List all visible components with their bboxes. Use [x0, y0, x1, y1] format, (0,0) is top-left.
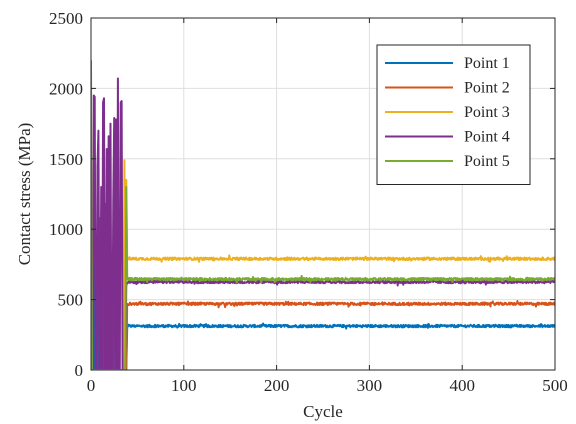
legend-label-point-1: Point 1 — [464, 55, 510, 72]
x-tick-label: 500 — [542, 376, 568, 395]
y-tick-label: 0 — [75, 361, 84, 380]
series-line-point-4 — [91, 77, 555, 370]
axes-box — [90, 17, 556, 371]
x-tick-label: 0 — [87, 376, 96, 395]
y-tick-label: 2000 — [49, 79, 83, 98]
y-tick-label: 500 — [58, 291, 84, 310]
x-tick-label: 200 — [264, 376, 290, 395]
x-tick-label: 100 — [171, 376, 197, 395]
legend-label-point-3: Point 3 — [464, 104, 510, 121]
plot-area — [91, 60, 555, 370]
y-tick-label: 1000 — [49, 220, 83, 239]
series-line-point-3 — [91, 159, 555, 370]
legend-label-point-5: Point 5 — [464, 153, 510, 170]
y-axis-label: Contact stress (MPa) — [15, 123, 34, 266]
series-line-point-1 — [91, 202, 555, 370]
x-axis-label: Cycle — [303, 402, 343, 421]
x-tick-label: 300 — [357, 376, 383, 395]
ticks: 0 100 200 300 400 500 0 500 1000 1500 2000 2500 — [49, 9, 568, 395]
legend-label-point-4: Point 4 — [464, 129, 510, 146]
y-tick-label: 1500 — [49, 150, 83, 169]
series-line-point-2 — [91, 300, 555, 370]
series-line-point-5 — [91, 60, 555, 370]
y-tick-label: 2500 — [49, 9, 83, 28]
x-tick-label: 400 — [449, 376, 475, 395]
legend-label-point-2: Point 2 — [464, 80, 510, 97]
legend: Point 1 Point 2 Point 3 Point 4 Point 5 — [376, 44, 531, 185]
